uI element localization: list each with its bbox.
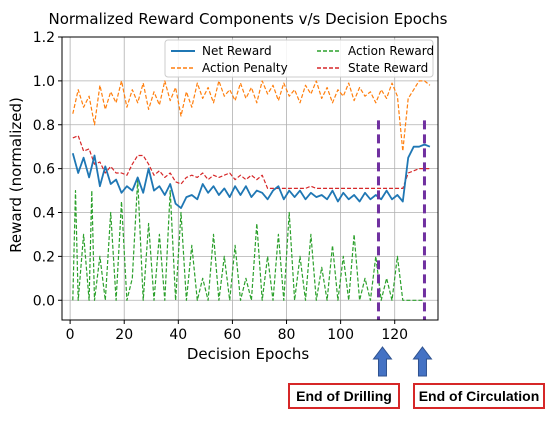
x-tick-label: 80: [278, 327, 296, 343]
grid-layer: [62, 36, 438, 320]
x-tick-label: 120: [381, 327, 408, 343]
x-tick-label: 60: [224, 327, 242, 343]
y-tick-label: 0.4: [33, 206, 55, 222]
legend-label: Action Reward: [348, 44, 434, 58]
x-axis-label: Decision Epochs: [187, 345, 310, 363]
marker-layer: [376, 120, 426, 320]
y-tick-label: 0.2: [33, 249, 55, 265]
series-line-action-reward: [72, 179, 425, 301]
legend-label: Action Penalty: [202, 61, 288, 75]
up-arrow-icon: [372, 346, 393, 377]
end-of-circulation-callout: End of Circulation: [413, 383, 545, 409]
series-line-action-penalty: [72, 80, 431, 152]
end-of-drilling-callout: End of Drilling: [288, 383, 400, 409]
ticks-layer: 0 20 40 60 80 100 120 0.0 0.2 0.4 0.6 0.8 1.0 1.2: [33, 30, 408, 343]
arrow-layer: [372, 346, 433, 377]
legend-label: Net Reward: [202, 44, 272, 58]
chart-title: Normalized Reward Components v/s Decisio…: [48, 10, 447, 28]
series-layer: [71, 80, 431, 301]
plot-frame: [61, 36, 439, 321]
y-tick-label: 1.0: [33, 74, 55, 90]
legend-box: [164, 39, 434, 78]
x-tick-label: 20: [115, 327, 133, 343]
y-tick-label: 0.6: [33, 162, 55, 178]
series-line-net-reward: [71, 143, 431, 210]
y-axis-label: Reward (normalized): [7, 97, 25, 253]
series-line-state-reward: [72, 135, 430, 189]
legend-label: State Reward: [348, 61, 428, 75]
x-tick-label: 0: [66, 327, 75, 343]
x-tick-label: 40: [169, 327, 187, 343]
x-tick-label: 100: [327, 327, 354, 343]
legend: Net Reward Action Reward Action Penalty Sta…: [164, 39, 434, 78]
y-tick-label: 0.0: [33, 293, 55, 309]
up-arrow-icon: [412, 346, 433, 377]
y-tick-label: 1.2: [33, 30, 55, 46]
y-tick-label: 0.8: [33, 118, 55, 134]
